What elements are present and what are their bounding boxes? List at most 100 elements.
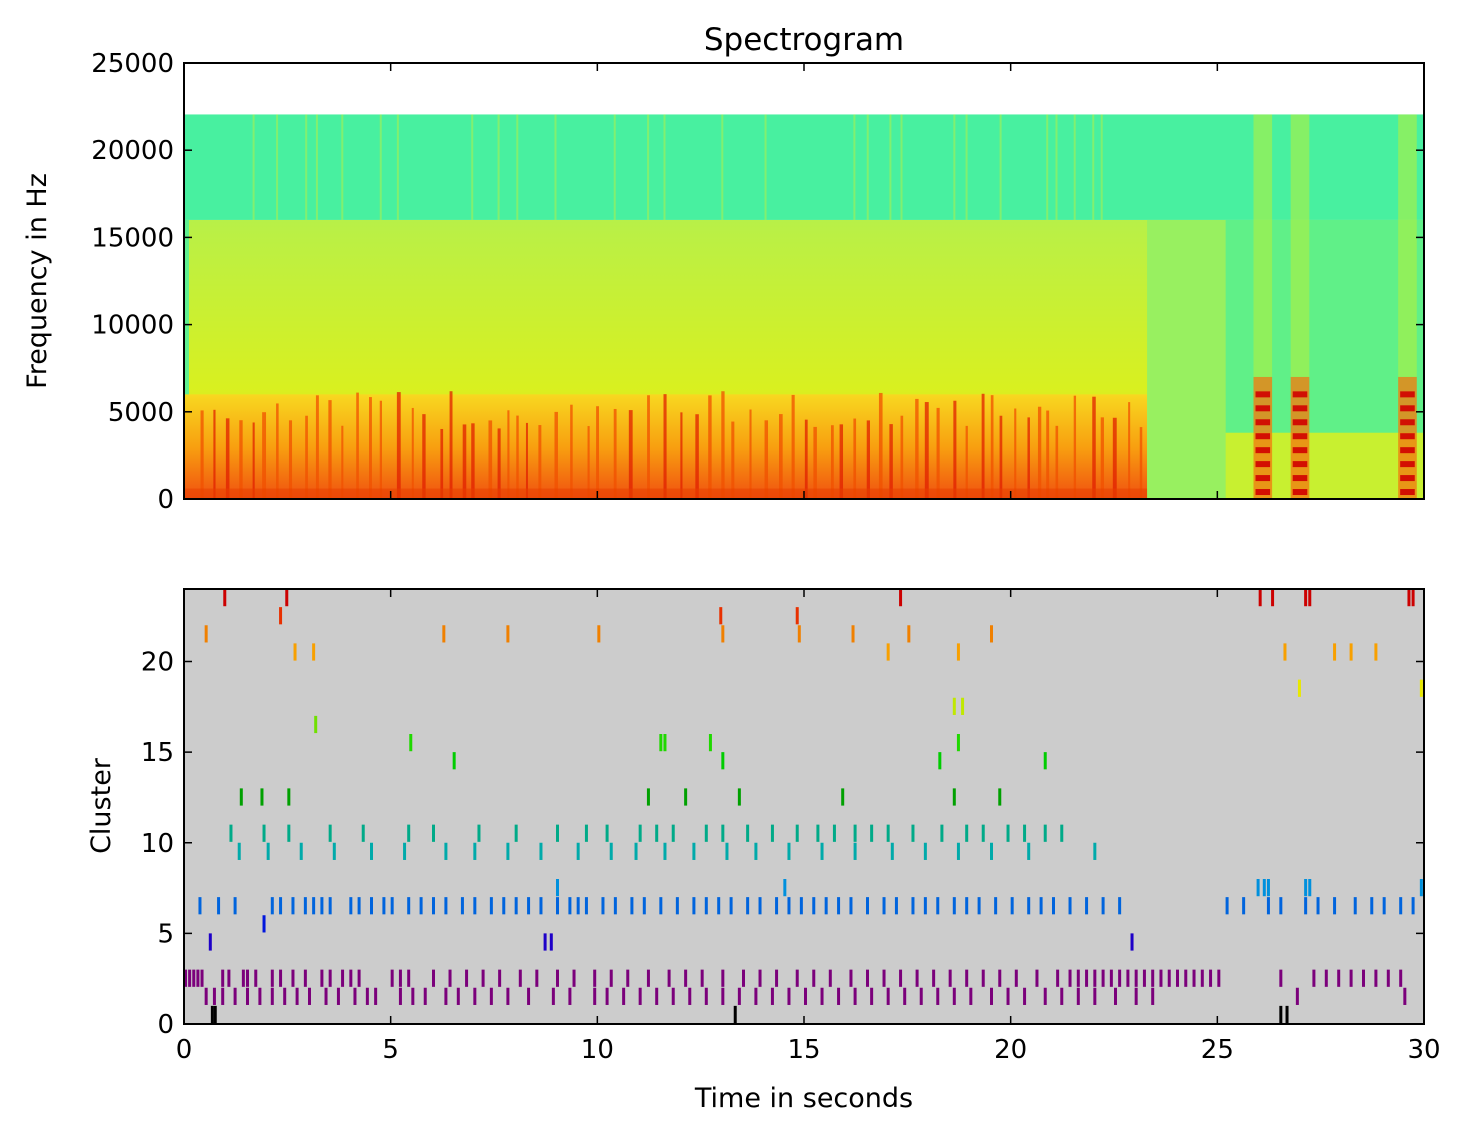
high-streak	[1073, 114, 1076, 220]
cluster-event	[593, 987, 597, 1005]
cluster-event	[655, 987, 659, 1005]
cluster-event	[923, 842, 927, 860]
speech-streak	[507, 410, 510, 499]
cluster-background	[184, 589, 1424, 1024]
cluster-event	[1386, 969, 1390, 987]
speech-streak	[924, 402, 929, 499]
speech-streak	[953, 400, 957, 499]
cluster-event	[1060, 824, 1064, 842]
cluster-event	[903, 987, 907, 1005]
cluster-event	[1217, 969, 1221, 987]
cluster-event	[622, 987, 626, 1005]
cluster-event	[1304, 897, 1308, 915]
speech-streak	[647, 395, 650, 499]
cluster-y-tick-label: 0	[157, 1010, 174, 1040]
burst-harmonic	[1292, 419, 1308, 426]
cluster-event	[799, 897, 803, 915]
cluster-event	[717, 897, 721, 915]
high-streak	[305, 114, 308, 220]
spectrogram-y-tick-label: 10000	[91, 311, 174, 341]
cluster-event	[733, 1005, 737, 1024]
speech-streak	[981, 393, 985, 499]
speech-streak	[341, 425, 344, 499]
speech-streak	[328, 400, 332, 499]
burst-harmonic	[1292, 475, 1308, 482]
cluster-event	[1225, 897, 1229, 915]
cluster-event	[609, 969, 613, 987]
cluster-x-tick-label: 10	[581, 1035, 614, 1065]
speech-streak	[525, 422, 528, 499]
spectrogram-ticks: 0 5000 10000 15000 20000 25000	[91, 49, 1425, 515]
cluster-event	[246, 969, 249, 987]
cluster-event	[1279, 969, 1283, 987]
cluster-event	[1006, 987, 1010, 1005]
cluster-event	[258, 987, 262, 1005]
cluster-event	[725, 842, 729, 860]
burst-harmonic	[1400, 419, 1415, 426]
cluster-event	[1256, 879, 1260, 897]
cluster-event	[279, 969, 283, 987]
cluster-event	[314, 715, 318, 734]
cluster-event	[1266, 879, 1270, 897]
cluster-event	[787, 987, 791, 1005]
high-streak	[1046, 114, 1049, 220]
cluster-event	[866, 897, 869, 915]
speech-streak	[1128, 402, 1131, 499]
cluster-event	[353, 987, 357, 1005]
cluster-event	[549, 933, 553, 951]
cluster-event	[593, 969, 597, 987]
cluster-event	[634, 842, 638, 860]
cluster-event	[514, 824, 518, 842]
cluster-event	[204, 625, 208, 643]
cluster-event	[303, 969, 307, 987]
cluster-event	[568, 987, 572, 1005]
high-streak	[764, 114, 767, 220]
cluster-event	[990, 842, 993, 860]
cluster-event	[572, 969, 576, 987]
speech-streak	[721, 391, 725, 499]
cluster-event	[1068, 897, 1072, 915]
cluster-event	[851, 625, 855, 643]
cluster-event	[952, 987, 956, 1005]
spectrogram-y-tick-label: 0	[157, 485, 174, 515]
burst-harmonic	[1292, 405, 1308, 412]
speech-streak	[731, 421, 735, 499]
cluster-event	[754, 842, 758, 860]
cluster-event	[787, 842, 791, 860]
cluster-event	[783, 879, 787, 897]
cluster-event	[254, 969, 258, 987]
burst-harmonic	[1400, 447, 1415, 454]
cluster-event	[1411, 589, 1415, 607]
cluster-event	[1262, 879, 1266, 897]
cluster-event	[262, 824, 266, 842]
cluster-ticks: 0 5 10 15 20 25 30 0 5 10 15 20	[141, 589, 1441, 1065]
cluster-event	[477, 824, 481, 842]
cluster-event	[853, 987, 857, 1005]
cluster-event	[539, 842, 543, 860]
cluster-event	[721, 752, 725, 770]
cluster-event	[357, 969, 361, 987]
high-streak	[1055, 114, 1058, 220]
burst-harmonic	[1292, 489, 1308, 496]
speech-streak	[356, 392, 359, 499]
cluster-event	[576, 897, 580, 915]
cluster-event	[543, 933, 547, 951]
cluster-ylabel: Cluster	[86, 757, 117, 854]
cluster-xlabel: Time in seconds	[694, 1083, 913, 1114]
cluster-event	[965, 824, 969, 842]
cluster-event	[328, 824, 332, 842]
cluster-event	[208, 933, 212, 951]
burst-harmonic	[1255, 391, 1271, 398]
cluster-event	[365, 987, 369, 1005]
cluster-event	[870, 987, 874, 1005]
cluster-event	[1085, 897, 1089, 915]
cluster-event	[210, 1005, 214, 1024]
cluster-event	[576, 842, 580, 860]
burst-high	[1290, 114, 1310, 377]
cluster-event	[1010, 897, 1014, 915]
cluster-event	[237, 842, 241, 860]
cluster-event	[700, 969, 704, 987]
cluster-x-tick-label: 0	[176, 1035, 193, 1065]
cluster-event	[270, 897, 274, 915]
cluster-event	[692, 897, 696, 915]
